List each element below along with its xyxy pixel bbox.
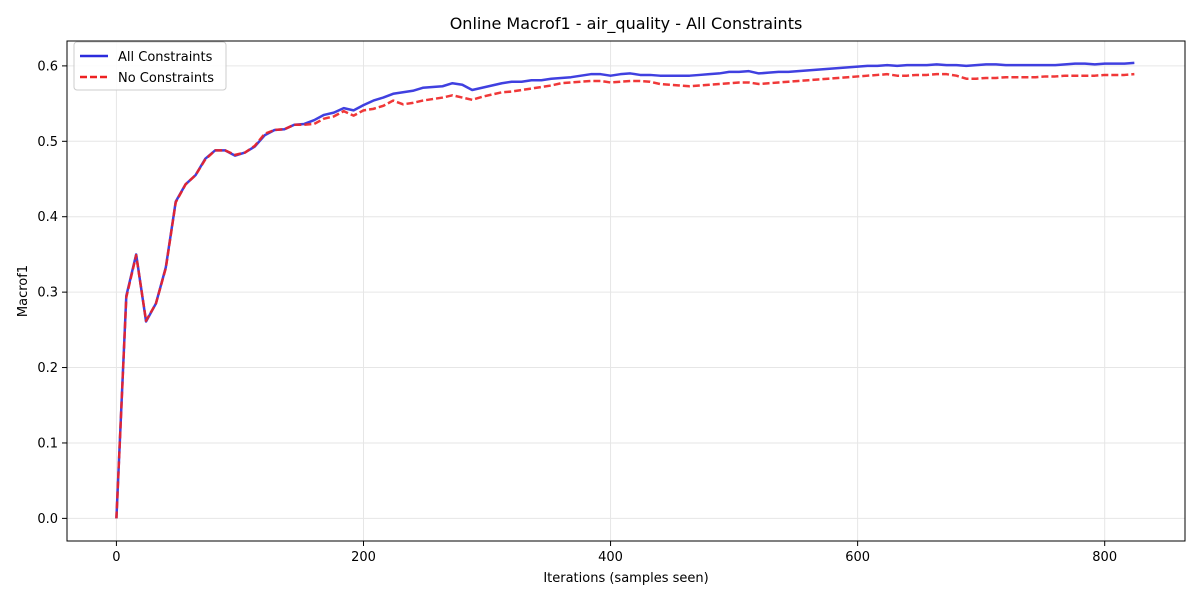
y-tick-label: 0.3 <box>37 286 58 301</box>
chart-title: Online Macrof1 - air_quality - All Const… <box>450 14 803 34</box>
y-tick-label: 0.2 <box>37 361 58 376</box>
x-axis-label: Iterations (samples seen) <box>543 571 708 586</box>
series-lines <box>115 61 1135 519</box>
x-tick-label: 600 <box>845 550 870 565</box>
plot-frame <box>66 40 1186 542</box>
x-tick-label: 0 <box>112 550 120 565</box>
legend-label-no-constraints: No Constraints <box>118 71 214 86</box>
y-tick-label: 0.4 <box>37 210 58 225</box>
y-tick-label: 0.1 <box>37 436 58 451</box>
x-tick-label: 200 <box>351 550 376 565</box>
y-axis-label: Macrof1 <box>16 265 31 317</box>
legend-label-all-constraints: All Constraints <box>118 50 213 65</box>
x-tick-label: 800 <box>1092 550 1117 565</box>
x-tick-label: 400 <box>598 550 623 565</box>
legend: All Constraints No Constraints <box>73 41 227 91</box>
legend-box <box>73 41 227 91</box>
axes: 0 200 400 600 800 0.0 0.1 0.2 0.3 0.4 0.5 0.6 <box>37 59 1117 565</box>
grid <box>67 41 1185 541</box>
y-tick-label: 0.0 <box>37 512 58 527</box>
y-tick-label: 0.6 <box>37 59 58 74</box>
y-tick-label: 0.5 <box>37 135 58 150</box>
series-line-no-constraints <box>115 72 1135 519</box>
